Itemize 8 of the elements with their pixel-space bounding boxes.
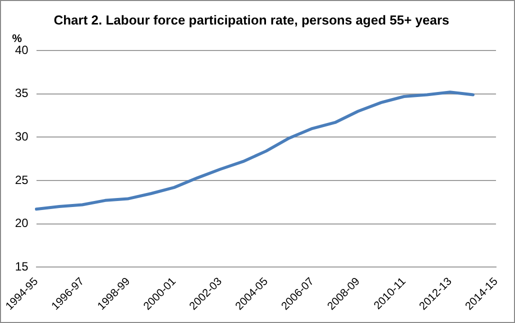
chart-title: Chart 2. Labour force participation rate, persons aged 55+ years bbox=[54, 12, 450, 28]
y-tick-label: 40 bbox=[14, 42, 29, 57]
y-tick-label: 20 bbox=[14, 216, 29, 230]
y-tick-label: 30 bbox=[14, 130, 29, 144]
y-tick-label: 25 bbox=[14, 172, 29, 187]
y-tick-label: 15 bbox=[14, 259, 29, 274]
y-tick-label: 35 bbox=[14, 86, 29, 100]
y-axis-title: % bbox=[12, 33, 22, 46]
